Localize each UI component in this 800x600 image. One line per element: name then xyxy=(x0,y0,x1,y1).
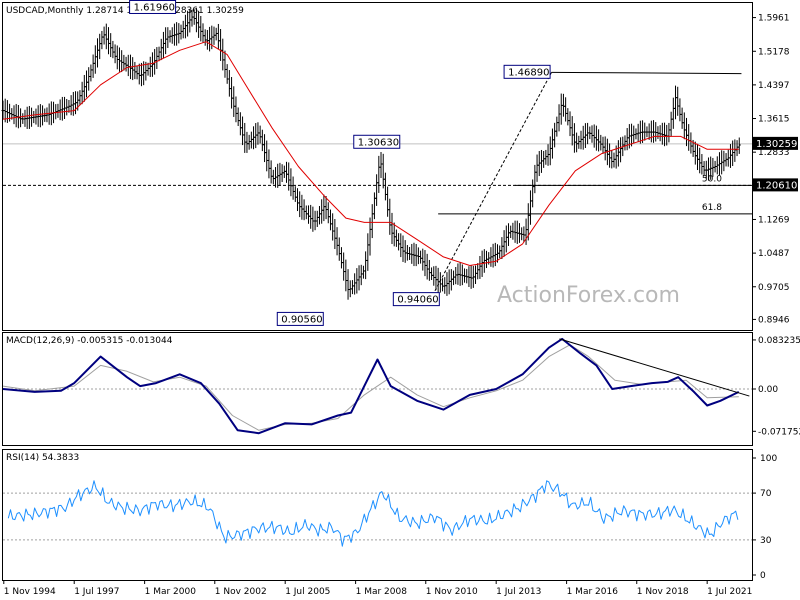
price-tick-label: 0.9705 xyxy=(758,283,790,293)
label-1-46890-box xyxy=(503,64,551,79)
macd-tick-label: 0.083235 xyxy=(758,336,800,346)
label-1-61960: 1.61960 xyxy=(129,0,177,14)
x-tick-label: 1 Nov 2018 xyxy=(637,587,689,597)
label-0-90560: 0.90560 xyxy=(276,311,324,326)
fib-50-price-text: 1.20610 xyxy=(756,180,797,191)
watermark: ActionForex.com xyxy=(497,283,680,308)
x-tick-label: 1 Nov 1994 xyxy=(4,587,56,597)
label-1-61960-text: 1.61960 xyxy=(134,2,175,13)
resistance-line xyxy=(551,71,742,75)
label-1-30630-text: 1.30630 xyxy=(358,137,399,148)
price-panel-frame xyxy=(2,2,753,331)
rsi-tick-label: 0 xyxy=(760,571,766,581)
x-tick-label: 1 Jul 1997 xyxy=(74,587,119,597)
fib-50-label: 50.0 xyxy=(702,174,722,184)
current-price-box xyxy=(753,136,798,150)
price-tick-label: 1.2833 xyxy=(758,148,790,158)
price-tick-label: 1.5961 xyxy=(758,14,790,24)
x-tick-label: 1 Nov 2002 xyxy=(215,587,267,597)
rsi-panel-frame xyxy=(2,449,753,581)
price-tick-label: 1.3615 xyxy=(758,115,790,125)
price-tick-label: 1.5178 xyxy=(758,47,790,57)
ohlc-bars xyxy=(1,8,741,300)
x-tick-label: 1 Mar 2016 xyxy=(567,587,619,597)
macd-tick-label: -0.071752 xyxy=(758,427,800,437)
rsi-tick-label: 100 xyxy=(760,454,777,464)
label-1-30630-box xyxy=(353,134,401,149)
projection-line xyxy=(429,72,553,300)
label-1-61960-box xyxy=(129,0,177,14)
price-tick-label: 0.8946 xyxy=(758,315,790,325)
label-1-30630: 1.30630 xyxy=(353,134,401,149)
macd-signal-line xyxy=(2,344,739,431)
x-tick-label: 1 Mar 2000 xyxy=(145,587,197,597)
label-0-94060-box xyxy=(392,292,440,307)
price-tick-label: 1.4397 xyxy=(758,81,790,91)
label-0-94060: 0.94060 xyxy=(392,292,440,307)
label-0-90560-text: 0.90560 xyxy=(281,314,322,325)
price-tick-label: 1.1269 xyxy=(758,215,790,225)
moving-average-line xyxy=(2,41,739,266)
label-0-90560-box xyxy=(276,311,324,326)
macd-trendline xyxy=(559,338,750,397)
label-1-46890-text: 1.46890 xyxy=(508,67,549,78)
rsi-line xyxy=(7,480,739,547)
price-tick-label: 1.0487 xyxy=(758,249,790,259)
macd-line xyxy=(2,337,740,435)
macd-tick-label: 0.00 xyxy=(758,385,778,395)
fib-50-price-box xyxy=(753,178,798,192)
rsi-tick-label: 30 xyxy=(760,536,772,546)
x-tick-label: 1 Jul 2021 xyxy=(707,587,752,597)
rsi-tick-label: 70 xyxy=(760,489,772,499)
x-tick-label: 1 Nov 2010 xyxy=(426,587,478,597)
fib-61-8-label: 61.8 xyxy=(702,203,722,213)
price-header: USDCAD,Monthly 1.28714 1.32227 1.28361 1… xyxy=(6,6,244,16)
rsi-header: RSI(14) 54.3833 xyxy=(6,453,79,463)
current-price-text: 1.30259 xyxy=(756,139,797,150)
x-tick-label: 1 Jul 2005 xyxy=(285,587,330,597)
label-0-94060-text: 0.94060 xyxy=(397,295,438,306)
x-tick-label: 1 Mar 2008 xyxy=(356,587,408,597)
label-1-46890: 1.46890 xyxy=(503,64,551,79)
macd-header: MACD(12,26,9) -0.005315 -0.013044 xyxy=(6,336,173,346)
x-tick-label: 1 Jul 2013 xyxy=(496,587,541,597)
